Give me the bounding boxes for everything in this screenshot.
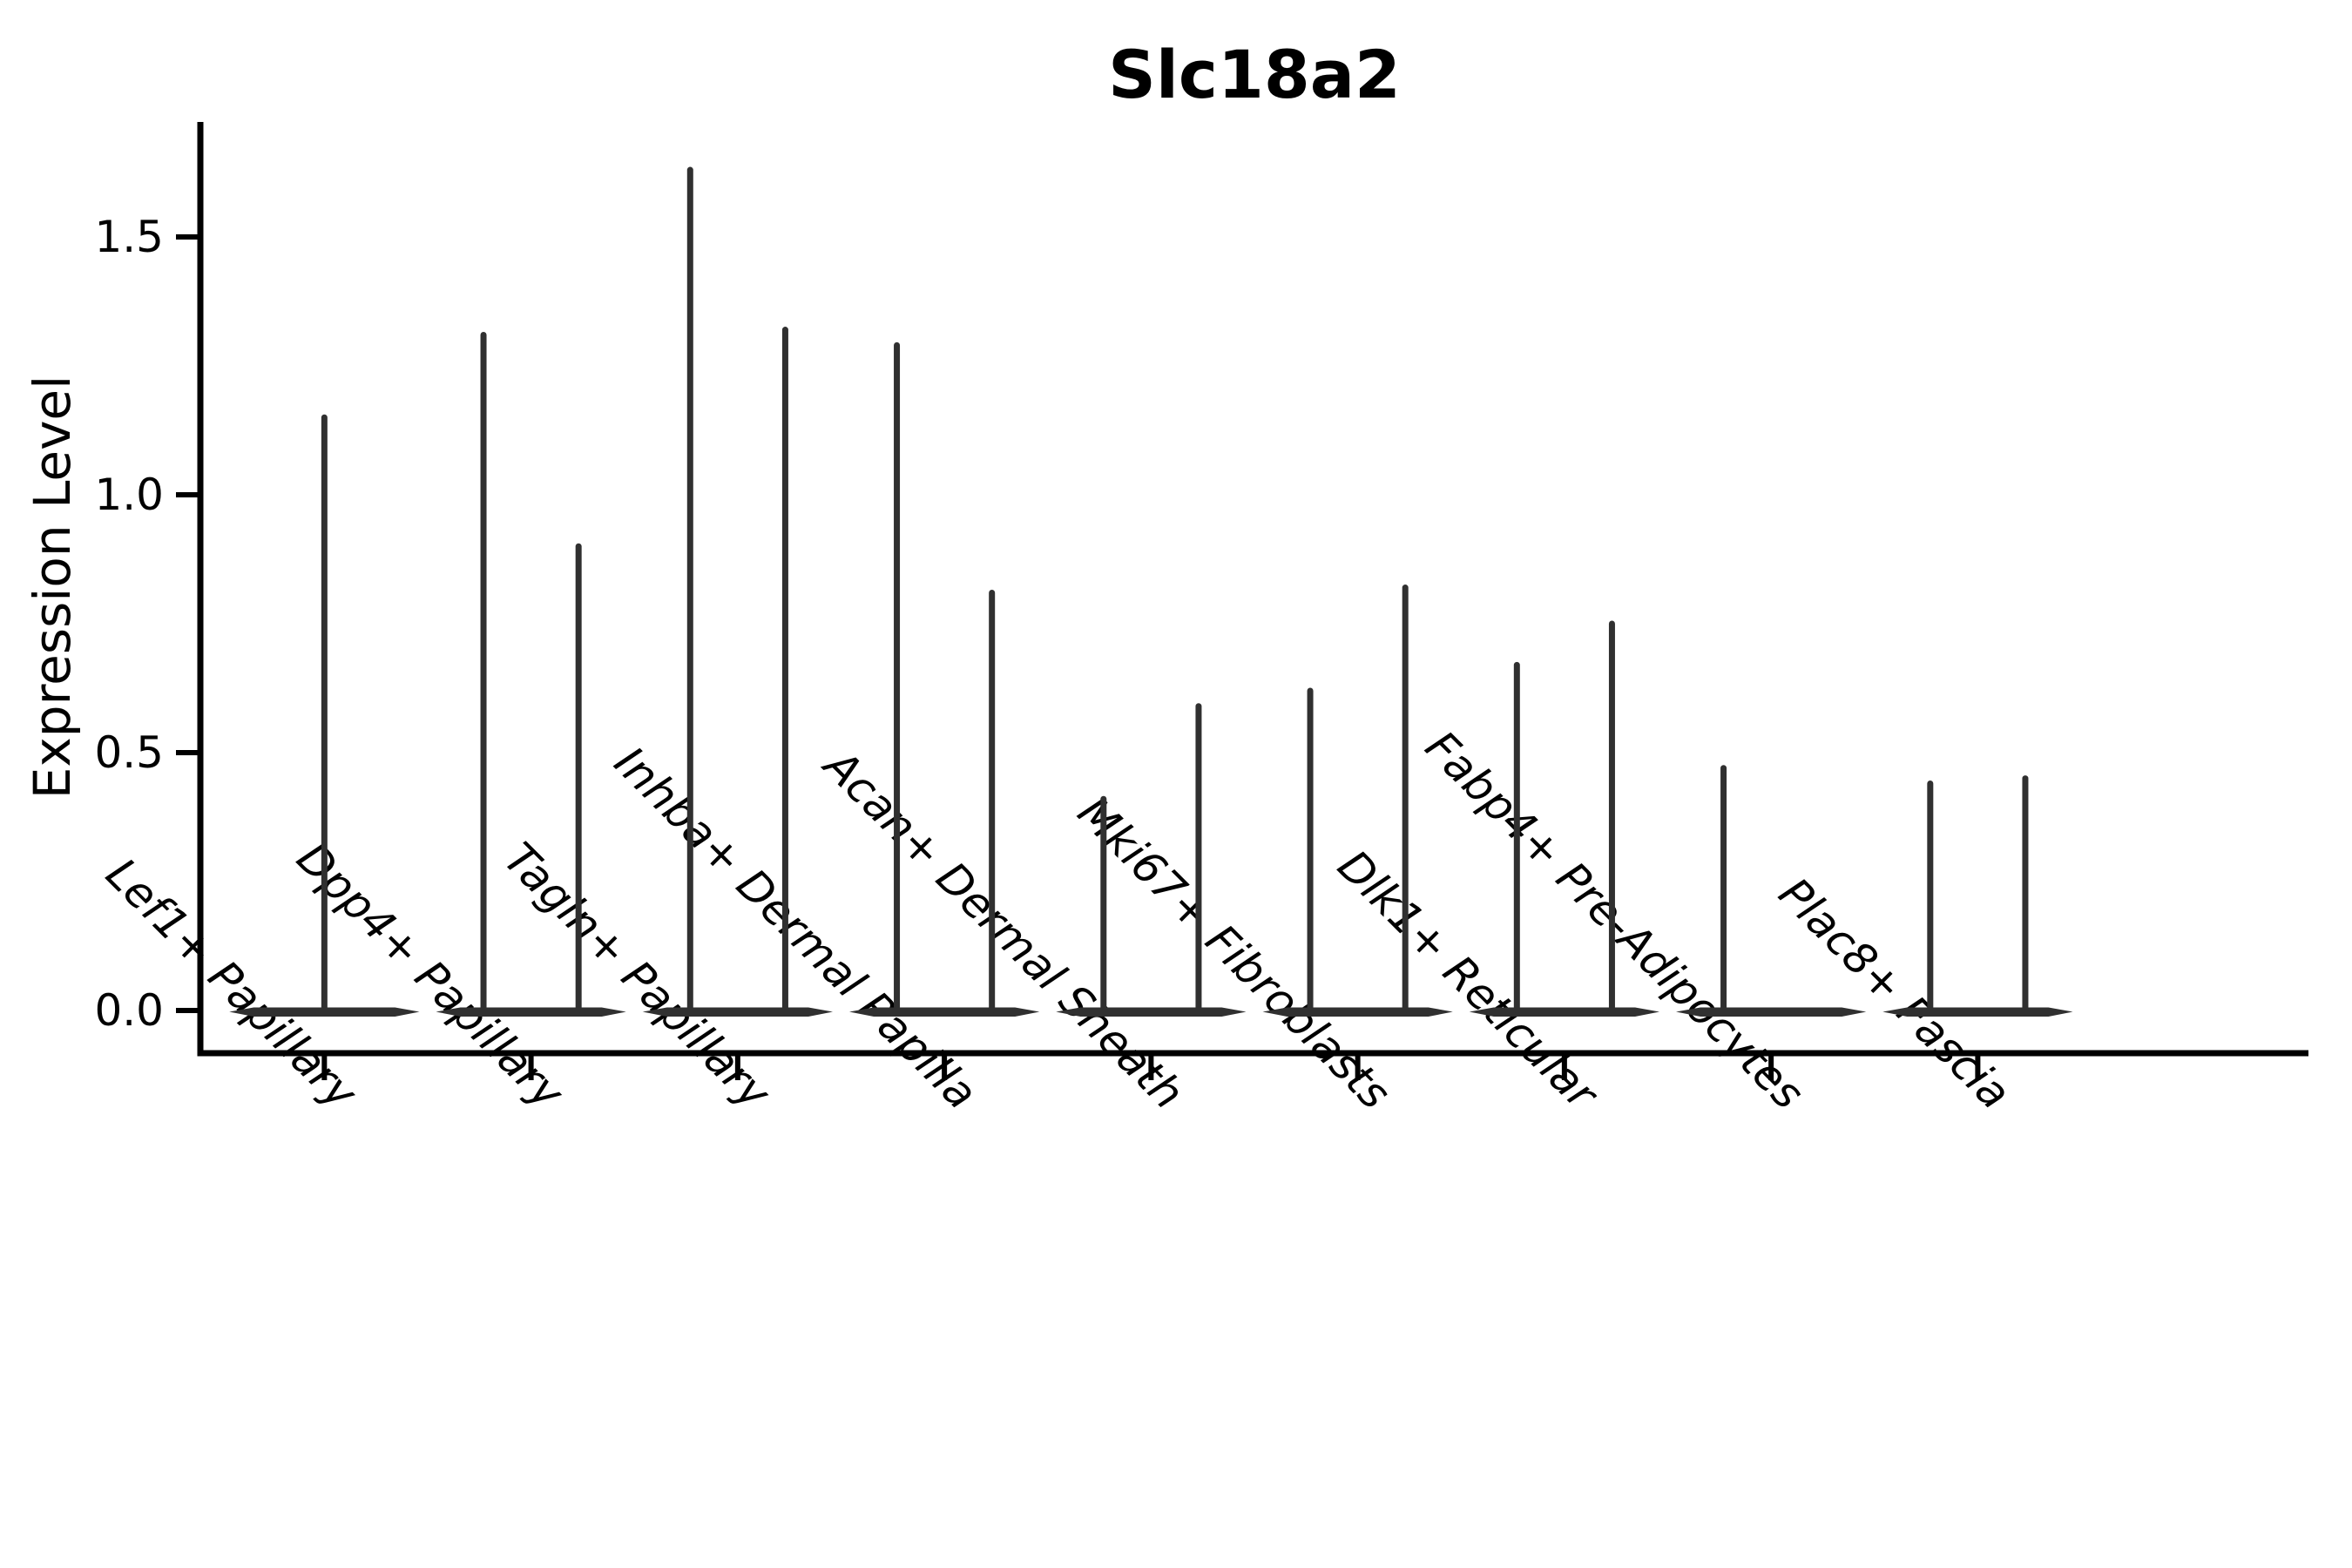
- violin-base: [436, 1007, 626, 1017]
- y-tick-label: 1.5: [94, 212, 164, 262]
- violin-base: [642, 1007, 833, 1017]
- chart-title: Slc18a2: [1108, 36, 1401, 113]
- y-tick-label: 1.0: [94, 470, 164, 520]
- violin-base: [1469, 1007, 1660, 1017]
- violin-base: [1056, 1007, 1247, 1017]
- x-tick-label: Inhba+ Dermal Papilla: [605, 737, 986, 1119]
- violins-layer: [229, 166, 2073, 1017]
- violin-base: [1262, 1007, 1453, 1017]
- x-tick-label: Acan+ Dermal Sheath: [813, 739, 1193, 1119]
- violin-base: [848, 1007, 1040, 1017]
- y-tick-label: 0.0: [94, 985, 164, 1036]
- y-axis-ticks: 0.0 0.5 1.0 1.5: [94, 212, 200, 1036]
- violin-base: [1676, 1007, 1867, 1017]
- violin-base: [1882, 1007, 2073, 1017]
- y-axis-label: Expression Level: [23, 375, 82, 799]
- y-tick-label: 0.5: [94, 727, 164, 778]
